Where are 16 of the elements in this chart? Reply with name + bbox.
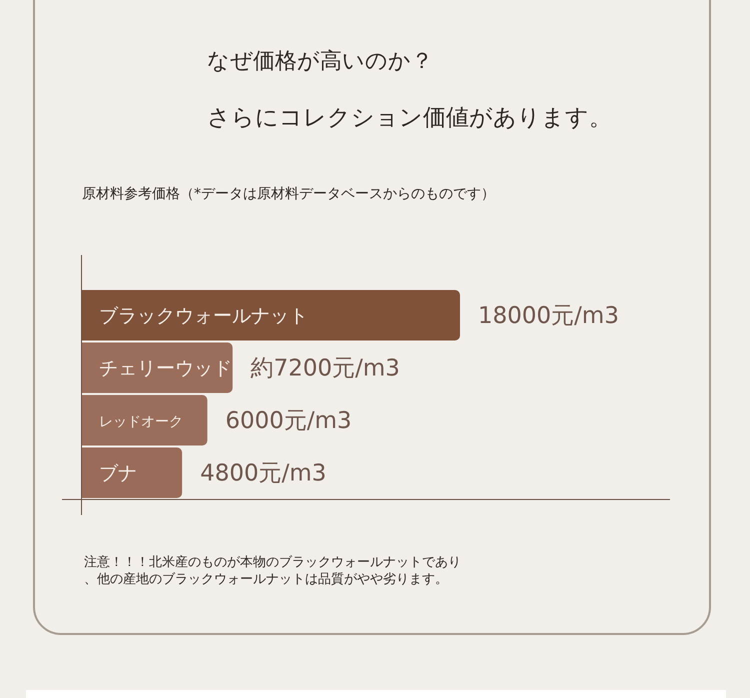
y-tick-label: チェリーウッド: [99, 358, 232, 380]
data-label: 6000元/m3: [225, 408, 352, 434]
bar: [81, 290, 460, 340]
data-label: 18000元/m3: [478, 303, 619, 330]
bar: [81, 448, 182, 498]
chart-title: なぜ価格が高いのか？: [207, 48, 433, 76]
y-tick-label: ブラックウォールナット: [99, 305, 308, 328]
data-label: 約7200元/m3: [250, 356, 400, 382]
bar: [81, 342, 233, 393]
y-tick-label: ブナ: [99, 462, 137, 485]
data-label: 4800元/m3: [200, 460, 326, 487]
chart-subtitle: さらにコレクション価値があります。: [207, 104, 612, 133]
bar: [81, 395, 208, 446]
text: 原材料参考価格（*データは原材料データベースからのものです）: [82, 185, 495, 203]
y-tick-label: レッドオーク: [99, 414, 183, 430]
text: 注意！！！北米産のものが本物のブラックウォールナットであり、他の産地のブラックウォールナットは品質がやや劣ります。: [84, 554, 462, 588]
